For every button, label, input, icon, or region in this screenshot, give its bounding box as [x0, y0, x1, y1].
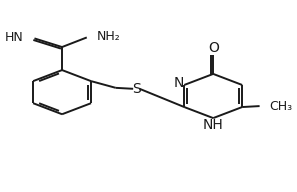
- Text: S: S: [132, 82, 140, 96]
- Text: CH₃: CH₃: [269, 100, 292, 113]
- Text: N: N: [174, 76, 184, 90]
- Text: NH₂: NH₂: [97, 30, 121, 43]
- Text: HN: HN: [5, 31, 23, 44]
- Text: NH: NH: [203, 118, 224, 132]
- Text: O: O: [208, 41, 219, 55]
